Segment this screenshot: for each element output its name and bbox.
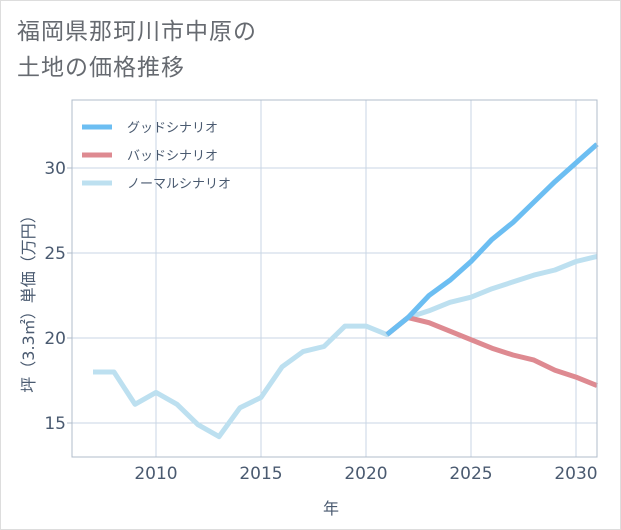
y-tick-label: 25 bbox=[44, 244, 66, 264]
legend-label: バッドシナリオ bbox=[127, 149, 218, 164]
x-tick-label: 2030 bbox=[554, 464, 597, 484]
series-line-2 bbox=[93, 253, 598, 440]
title-line-2: 土地の価格推移 bbox=[17, 55, 185, 81]
x-tick-label: 2015 bbox=[239, 464, 282, 484]
chart-title: 福岡県那珂川市中原の 土地の価格推移 bbox=[17, 14, 257, 86]
title-line-1: 福岡県那珂川市中原の bbox=[17, 19, 257, 45]
x-tick-label: 2020 bbox=[344, 464, 387, 484]
y-axis-title: 坪（3.3㎡）単価（万円） bbox=[19, 207, 38, 392]
legend-label: グッドシナリオ bbox=[127, 121, 218, 136]
series-line-0 bbox=[385, 142, 599, 337]
x-tick-label: 2010 bbox=[134, 464, 177, 484]
y-tick-label: 15 bbox=[44, 414, 66, 434]
legend-label: ノーマルシナリオ bbox=[127, 177, 231, 192]
x-axis-title: 年 bbox=[323, 499, 339, 518]
plot-border bbox=[71, 99, 598, 458]
x-tick-label: 2025 bbox=[449, 464, 492, 484]
series-line-1 bbox=[385, 315, 598, 388]
series-lines bbox=[93, 142, 599, 440]
y-tick-label: 20 bbox=[44, 329, 66, 349]
y-tick-label: 30 bbox=[44, 159, 66, 179]
